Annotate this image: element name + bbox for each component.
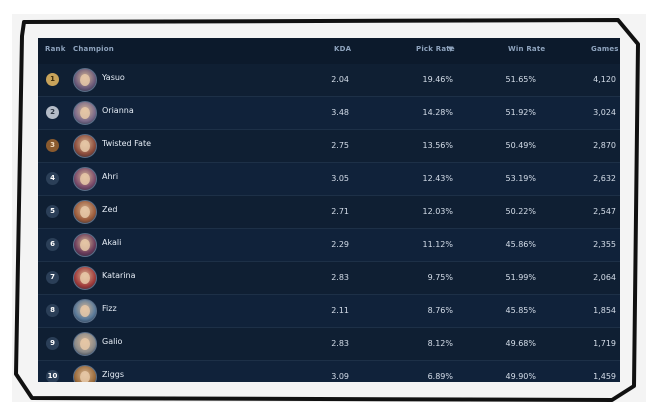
header-games[interactable]: Games: [591, 45, 619, 53]
win-rate-value: 51.99%: [505, 273, 536, 282]
champion-name[interactable]: Katarina: [102, 271, 136, 280]
table-row[interactable]: 4 Ahri 3.05 12.43% 53.19% 2,632: [38, 163, 620, 196]
champion-name[interactable]: Fizz: [102, 304, 117, 313]
table-row[interactable]: 7 Katarina 2.83 9.75% 51.99% 2,064: [38, 262, 620, 295]
win-rate-value: 53.19%: [505, 174, 536, 183]
games-value: 1,719: [593, 339, 616, 348]
table-body: 1 Yasuo 2.04 19.46% 51.65% 4,120 2 Orian…: [38, 64, 620, 382]
rank-badge: 8: [46, 304, 59, 317]
champion-avatar: [73, 68, 97, 92]
champion-avatar: [73, 365, 97, 382]
champion-avatar: [73, 233, 97, 257]
champion-name[interactable]: Yasuo: [102, 73, 125, 82]
kda-value: 3.48: [331, 108, 349, 117]
rank-badge: 5: [46, 205, 59, 218]
rank-badge: 4: [46, 172, 59, 185]
rank-badge: 3: [46, 139, 59, 152]
kda-value: 2.71: [331, 207, 349, 216]
header-kda[interactable]: KDA: [334, 45, 352, 53]
table-row[interactable]: 6 Akali 2.29 11.12% 45.86% 2,355: [38, 229, 620, 262]
header-win-rate[interactable]: Win Rate: [508, 45, 546, 53]
rank-badge: 6: [46, 238, 59, 251]
win-rate-value: 45.85%: [505, 306, 536, 315]
pick-rate-value: 8.12%: [427, 339, 453, 348]
games-value: 1,459: [593, 372, 616, 381]
champion-name[interactable]: Galio: [102, 337, 123, 346]
games-value: 1,854: [593, 306, 616, 315]
table-row[interactable]: 9 Galio 2.83 8.12% 49.68% 1,719: [38, 328, 620, 361]
games-value: 2,355: [593, 240, 616, 249]
rank-badge: 7: [46, 271, 59, 284]
table-row[interactable]: 2 Orianna 3.48 14.28% 51.92% 3,024: [38, 97, 620, 130]
rank-badge: 10: [46, 370, 59, 382]
rank-badge: 1: [46, 73, 59, 86]
champion-name[interactable]: Orianna: [102, 106, 134, 115]
pick-rate-value: 12.03%: [422, 207, 453, 216]
champion-avatar: [73, 134, 97, 158]
frame-border: [14, 18, 640, 402]
games-value: 4,120: [593, 75, 616, 84]
pick-rate-value: 8.76%: [427, 306, 453, 315]
games-value: 2,064: [593, 273, 616, 282]
kda-value: 3.09: [331, 372, 349, 381]
kda-value: 2.11: [331, 306, 349, 315]
champion-avatar: [73, 101, 97, 125]
kda-value: 2.83: [331, 273, 349, 282]
kda-value: 3.05: [331, 174, 349, 183]
rank-badge: 9: [46, 337, 59, 350]
champion-avatar: [73, 332, 97, 356]
champion-avatar: [73, 299, 97, 323]
pick-rate-value: 14.28%: [422, 108, 453, 117]
win-rate-value: 49.90%: [505, 372, 536, 381]
table-header: Rank Champion KDA Pick Rate ▼ Win Rate G…: [38, 38, 620, 65]
table-row[interactable]: 3 Twisted Fate 2.75 13.56% 50.49% 2,870: [38, 130, 620, 163]
games-value: 3,024: [593, 108, 616, 117]
champion-name[interactable]: Ziggs: [102, 370, 125, 379]
pick-rate-value: 11.12%: [422, 240, 453, 249]
champion-name[interactable]: Ahri: [102, 172, 119, 181]
table-row[interactable]: 10 Ziggs 3.09 6.89% 49.90% 1,459: [38, 361, 620, 382]
pick-rate-value: 19.46%: [422, 75, 453, 84]
rank-badge: 2: [46, 106, 59, 119]
header-pick-rate[interactable]: Pick Rate: [416, 45, 455, 53]
games-value: 2,547: [593, 207, 616, 216]
win-rate-value: 51.92%: [505, 108, 536, 117]
leaderboard-panel: Rank Champion KDA Pick Rate ▼ Win Rate G…: [38, 38, 620, 382]
champion-name[interactable]: Twisted Fate: [102, 139, 152, 148]
kda-value: 2.29: [331, 240, 349, 249]
header-champion[interactable]: Champion: [73, 45, 114, 53]
table-row[interactable]: 1 Yasuo 2.04 19.46% 51.65% 4,120: [38, 64, 620, 97]
games-value: 2,632: [593, 174, 616, 183]
win-rate-value: 51.65%: [505, 75, 536, 84]
kda-value: 2.04: [331, 75, 349, 84]
kda-value: 2.83: [331, 339, 349, 348]
win-rate-value: 45.86%: [505, 240, 536, 249]
pick-rate-value: 6.89%: [427, 372, 453, 381]
pick-rate-value: 12.43%: [422, 174, 453, 183]
champion-avatar: [73, 167, 97, 191]
win-rate-value: 49.68%: [505, 339, 536, 348]
champion-avatar: [73, 266, 97, 290]
win-rate-value: 50.22%: [505, 207, 536, 216]
kda-value: 2.75: [331, 141, 349, 150]
champion-name[interactable]: Akali: [102, 238, 122, 247]
games-value: 2,870: [593, 141, 616, 150]
table-row[interactable]: 8 Fizz 2.11 8.76% 45.85% 1,854: [38, 295, 620, 328]
table-row[interactable]: 5 Zed 2.71 12.03% 50.22% 2,547: [38, 196, 620, 229]
win-rate-value: 50.49%: [505, 141, 536, 150]
pick-rate-value: 9.75%: [427, 273, 453, 282]
champion-avatar: [73, 200, 97, 224]
header-rank[interactable]: Rank: [45, 45, 66, 53]
sort-desc-icon[interactable]: ▼: [448, 45, 454, 53]
champion-name[interactable]: Zed: [102, 205, 118, 214]
pick-rate-value: 13.56%: [422, 141, 453, 150]
